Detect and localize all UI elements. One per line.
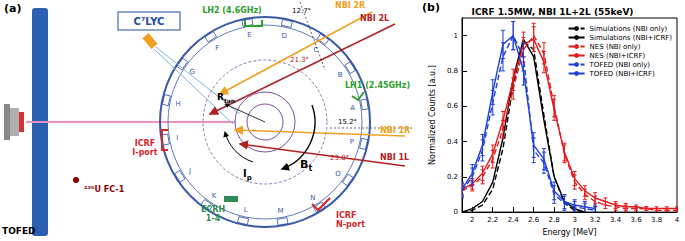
svg-text:ICRF: ICRF (135, 139, 155, 148)
svg-text:C⁷LYC: C⁷LYC (134, 16, 165, 27)
svg-text:P: P (350, 138, 354, 146)
svg-text:2.8: 2.8 (549, 216, 560, 224)
svg-text:0.8: 0.8 (447, 67, 458, 75)
svg-text:2.4: 2.4 (508, 216, 520, 224)
svg-text:E: E (247, 31, 251, 39)
svg-text:3: 3 (572, 216, 576, 224)
svg-text:NES (NBI only): NES (NBI only) (590, 43, 641, 51)
svg-text:3.4: 3.4 (610, 216, 622, 224)
svg-text:NBI 2L: NBI 2L (360, 14, 389, 23)
svg-text:ECRH: ECRH (201, 205, 225, 214)
svg-text:Energy [MeV]: Energy [MeV] (542, 228, 596, 237)
svg-text:3.6: 3.6 (630, 216, 642, 224)
svg-text:N: N (310, 194, 315, 202)
svg-text:ICRF: ICRF (336, 211, 356, 220)
svg-text:I: I (176, 134, 178, 142)
svg-text:TOFED (NBI only): TOFED (NBI only) (589, 61, 651, 69)
svg-text:(b): (b) (422, 1, 440, 14)
svg-text:H: H (175, 100, 180, 108)
svg-text:ICRF 1.5MW, NBI 1L+2L (55keV): ICRF 1.5MW, NBI 1L+2L (55keV) (472, 7, 634, 17)
svg-text:Simulations (NBI+ICRF): Simulations (NBI+ICRF) (590, 34, 673, 42)
svg-text:L: L (244, 206, 248, 214)
svg-text:TOFED (NBI+ICRF): TOFED (NBI+ICRF) (589, 70, 655, 78)
svg-text:Simulations (NBI only): Simulations (NBI only) (590, 25, 668, 33)
svg-text:(a): (a) (4, 2, 21, 15)
svg-text:0: 0 (454, 208, 458, 216)
svg-text:12.7°: 12.7° (292, 7, 311, 15)
svg-text:Rtan: Rtan (217, 92, 235, 104)
svg-text:1-4: 1-4 (206, 214, 221, 223)
svg-text:2: 2 (470, 216, 474, 224)
svg-text:NES (NBI+ICRF): NES (NBI+ICRF) (590, 52, 646, 60)
svg-text:I-port: I-port (132, 148, 157, 157)
svg-text:M: M (277, 207, 283, 215)
svg-text:15.2°: 15.2° (338, 118, 357, 126)
svg-text:2.6: 2.6 (528, 216, 540, 224)
svg-text:²³⁵U FC-1: ²³⁵U FC-1 (84, 185, 125, 194)
svg-text:4: 4 (675, 216, 680, 224)
svg-text:0.2: 0.2 (447, 173, 458, 181)
svg-text:3.8: 3.8 (651, 216, 662, 224)
svg-text:0.4: 0.4 (447, 138, 459, 146)
svg-text:C: C (314, 46, 319, 54)
svg-text:G: G (189, 68, 195, 76)
svg-text:F: F (215, 44, 219, 52)
svg-text:O: O (335, 170, 341, 178)
svg-text:Normalized Counts [a.u.]: Normalized Counts [a.u.] (428, 65, 437, 165)
svg-text:3.2: 3.2 (590, 216, 601, 224)
svg-text:LH2 (4.6GHz): LH2 (4.6GHz) (202, 6, 262, 15)
svg-text:23.8°: 23.8° (330, 154, 349, 162)
svg-text:NBI 1L: NBI 1L (380, 153, 409, 162)
svg-text:NBI 1R: NBI 1R (380, 126, 410, 135)
svg-text:NBI 2R: NBI 2R (335, 1, 365, 10)
svg-text:0.6: 0.6 (447, 102, 459, 110)
svg-text:21.3°: 21.3° (290, 56, 309, 64)
svg-text:2.2: 2.2 (487, 216, 498, 224)
svg-text:LH1 (2.45GHz): LH1 (2.45GHz) (345, 81, 410, 90)
svg-text:J: J (188, 167, 191, 175)
svg-text:N-port: N-port (336, 220, 365, 229)
svg-text:1: 1 (454, 32, 458, 40)
svg-text:TOFED: TOFED (2, 226, 36, 236)
svg-text:K: K (212, 192, 217, 200)
svg-text:Bt: Bt (300, 158, 312, 173)
svg-text:Ip: Ip (243, 168, 252, 182)
svg-text:B: B (338, 71, 343, 79)
svg-text:A: A (350, 104, 355, 112)
svg-text:D: D (282, 32, 287, 40)
